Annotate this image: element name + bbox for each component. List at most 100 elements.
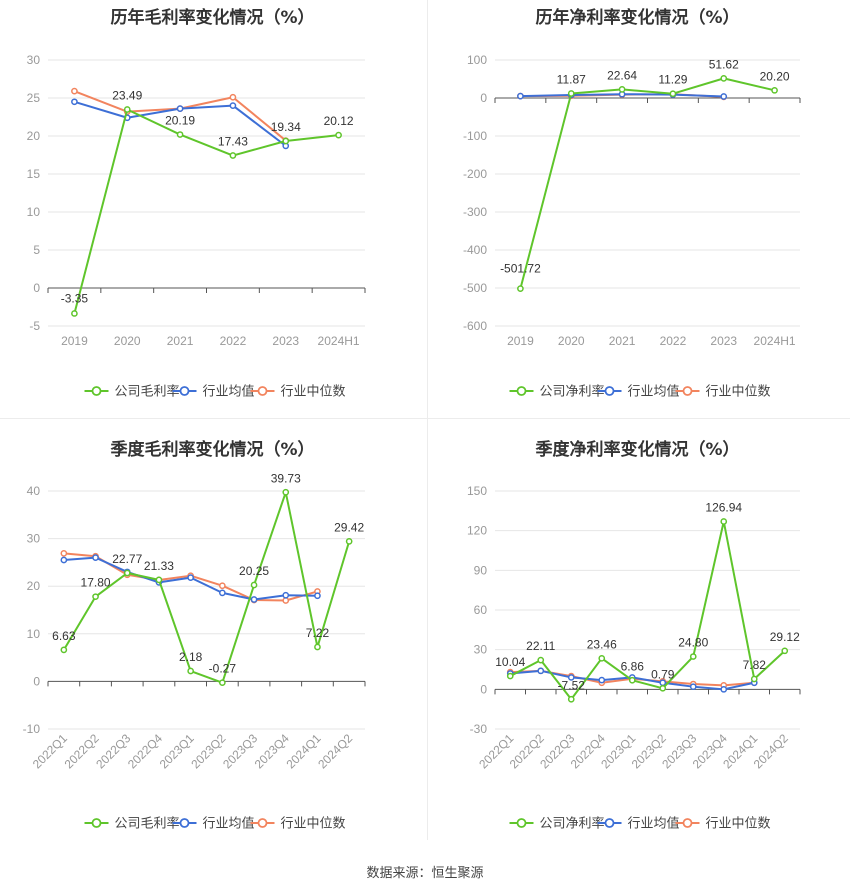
data-point-company <box>250 581 258 589</box>
data-point-mean <box>517 92 524 100</box>
y-tick-label: -400 <box>463 243 487 257</box>
y-tick-label: 5 <box>33 243 40 257</box>
data-point-company <box>720 518 728 525</box>
data-point-mean <box>689 683 697 691</box>
legend-marker-company <box>91 818 102 828</box>
data-label: 6.86 <box>621 659 645 673</box>
x-tick-label: 2021 <box>167 334 194 348</box>
x-tick-label: 2022 <box>220 334 247 348</box>
data-source: 数据来源：恒生聚源 <box>366 866 484 881</box>
data-point-median <box>219 582 226 590</box>
legend-marker-mean <box>179 818 190 828</box>
panel-annual-net-margin: 历年净利率变化情况（%） -600 -500 -400 -300 -200 -100 0 10… <box>425 0 850 415</box>
chart-title: 季度净利率变化情况（%） <box>535 440 740 460</box>
y-tick-label: 0 <box>33 281 40 295</box>
legend-label-median: 行业中位数 <box>706 385 771 400</box>
chart-title: 历年毛利率变化情况（%） <box>110 8 315 28</box>
data-label: 39.73 <box>271 471 301 485</box>
legend-marker-mean <box>179 386 190 396</box>
data-label: 6.63 <box>52 629 76 643</box>
x-tick-label: 2024Q2 <box>751 731 791 771</box>
y-tick-label: -100 <box>463 129 487 143</box>
y-tick-label: -5 <box>29 319 40 333</box>
legend-label-mean: 行业均值 <box>628 816 680 832</box>
chart-title: 历年净利率变化情况（%） <box>535 8 740 28</box>
data-point-median <box>71 87 78 95</box>
data-label: 11.87 <box>557 72 586 86</box>
data-point-mean <box>314 592 321 600</box>
data-point-company <box>598 654 606 662</box>
legend-marker-median <box>682 386 693 396</box>
data-label: 23.46 <box>587 637 617 651</box>
panel-quarterly-net-margin: 季度净利率变化情况（%） -30 0 30 60 90 120 150 2022Q1 2022Q… <box>425 432 850 847</box>
panel-annual-gross-margin: 历年毛利率变化情况（%） -5 0 5 10 15 20 25 30 2019 2020 2021 2… <box>0 0 425 415</box>
y-tick-label: 0 <box>480 682 487 696</box>
y-tick-label: 10 <box>27 205 41 219</box>
data-label: -501.72 <box>500 262 541 276</box>
x-tick-label: 2020 <box>558 334 585 348</box>
data-label: 21.33 <box>144 559 174 573</box>
data-label: 51.62 <box>709 57 739 71</box>
panel-quarterly-gross-margin: 季度毛利率变化情况（%） -10 0 10 20 30 40 2022Q1 2022Q2 202… <box>0 432 425 847</box>
y-tick-label: -300 <box>463 205 487 219</box>
y-tick-label: 30 <box>27 53 41 67</box>
data-label: 11.29 <box>658 73 687 87</box>
data-point-company <box>282 137 290 145</box>
y-tick-label: 20 <box>27 129 41 143</box>
data-label: 19.34 <box>271 120 301 134</box>
data-label: 22.64 <box>607 68 637 82</box>
legend-label-mean: 行业均值 <box>628 384 680 400</box>
y-tick-label: 90 <box>474 563 488 577</box>
data-point-company <box>335 131 342 139</box>
legend-label-company: 公司毛利率 <box>115 384 180 400</box>
data-point-mean <box>219 589 226 597</box>
data-point-company <box>60 646 68 654</box>
data-label: 10.04 <box>495 655 525 669</box>
data-label: 24.80 <box>678 636 708 650</box>
data-point-company <box>123 569 131 577</box>
legend-marker-median <box>257 818 268 828</box>
data-label: 2.18 <box>179 650 203 664</box>
chart-quarterly-gross-margin: -100102030402022Q12022Q22022Q32022Q42023… <box>23 471 366 832</box>
chart-annual-net-margin: -600 -500 -400 -300 -200 -100 0 100 2019 2020 2021… <box>463 53 801 400</box>
vertical-divider <box>427 0 428 840</box>
y-tick-label: 30 <box>27 532 41 546</box>
data-point-company <box>628 676 636 684</box>
data-point-mean <box>720 93 728 100</box>
legend-label-mean: 行业均值 <box>203 816 255 832</box>
y-tick-label: 120 <box>467 524 487 538</box>
data-point-mean <box>282 591 290 599</box>
data-point-company <box>659 684 667 692</box>
chart-annual-gross-margin: -5 0 5 10 15 20 25 30 2019 2020 2021 2022 2023 2024H1… <box>27 53 366 400</box>
data-point-company <box>517 285 524 293</box>
data-point-company <box>345 538 353 545</box>
legend-label-company: 公司净利率 <box>540 816 605 832</box>
legend-marker-company <box>91 386 102 396</box>
y-tick-label: 100 <box>467 53 487 67</box>
legend-marker-company <box>516 818 527 828</box>
y-tick-label: -500 <box>463 281 487 295</box>
data-label: -7.52 <box>558 678 586 692</box>
data-label: 7.22 <box>306 626 330 640</box>
data-point-company <box>506 672 514 680</box>
data-label: 20.25 <box>239 564 269 578</box>
data-point-mean <box>176 105 184 112</box>
data-label: 0.79 <box>651 667 675 681</box>
y-tick-label: 0 <box>33 674 40 688</box>
y-tick-label: 40 <box>27 484 41 498</box>
data-label: 29.42 <box>334 520 364 534</box>
data-point-company <box>187 667 194 675</box>
x-tick-label: 2019 <box>61 334 88 348</box>
data-label: 20.20 <box>760 69 790 83</box>
chart-quarterly-net-margin: -3003060901201502022Q12022Q22022Q32022Q4… <box>467 484 801 832</box>
y-tick-label: 0 <box>480 91 487 105</box>
data-point-company <box>282 488 290 496</box>
x-tick-label: 2021 <box>609 334 636 348</box>
data-point-company <box>720 75 728 82</box>
data-point-company <box>689 653 697 660</box>
legend-marker-median <box>257 386 268 396</box>
data-point-mean <box>567 674 575 681</box>
x-tick-label: 2024H1 <box>754 334 796 348</box>
y-tick-label: 60 <box>474 603 488 617</box>
data-label: 23.49 <box>112 88 142 102</box>
